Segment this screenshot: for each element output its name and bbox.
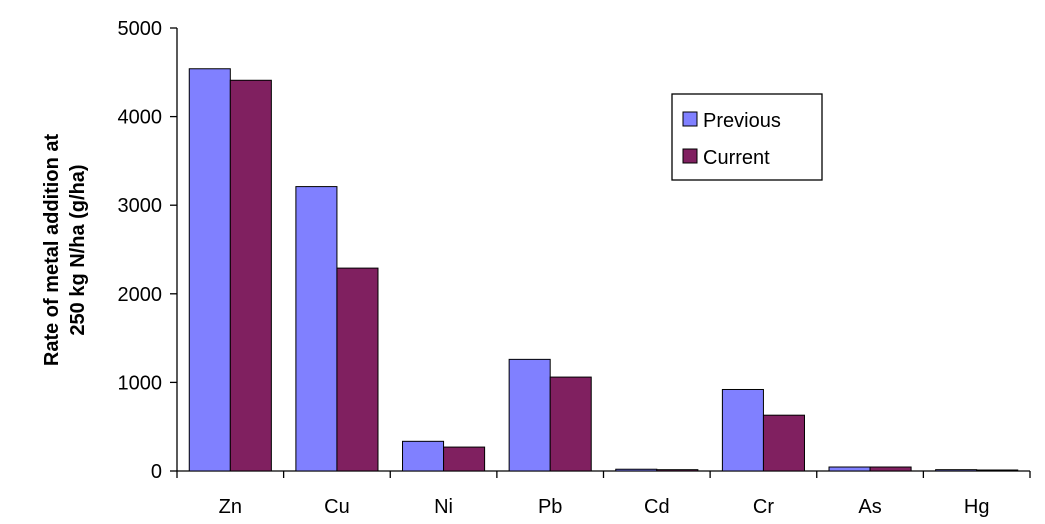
y-tick-label: 2000 — [118, 284, 163, 306]
x-tick-label: Hg — [964, 496, 990, 518]
bar-previous-hg — [936, 470, 977, 471]
y-axis-title: Rate of metal addition at 250 kg N/ha (g/… — [41, 134, 89, 367]
y-axis-title-text: Rate of metal addition at 250 kg N/ha (g/… — [41, 134, 89, 367]
bar-current-ni — [444, 447, 485, 471]
bar-current-hg — [977, 470, 1018, 471]
bar-current-cu — [337, 268, 378, 471]
bar-previous-pb — [509, 359, 550, 471]
bar-previous-cu — [296, 187, 337, 471]
bar-previous-zn — [189, 69, 230, 471]
x-tick-label: Zn — [219, 496, 242, 518]
y-tick-label: 4000 — [118, 107, 163, 129]
y-tick-label: 5000 — [118, 18, 163, 40]
y-tick-label: 0 — [151, 461, 162, 483]
bar-previous-as — [829, 467, 870, 471]
legend-swatch-previous — [683, 112, 697, 126]
bar-previous-cr — [722, 389, 763, 471]
bar-previous-cd — [616, 469, 657, 471]
legend: Previous Current — [672, 94, 822, 180]
bar-current-cr — [763, 415, 804, 471]
bar-current-zn — [230, 80, 271, 471]
x-axis: Zn Cu Ni Pb Cd Cr As Hg — [177, 471, 1030, 518]
legend-label-previous: Previous — [703, 110, 781, 132]
x-tick-label: Cr — [753, 496, 774, 518]
x-tick-label: Cu — [324, 496, 350, 518]
bars — [189, 69, 1017, 471]
bar-current-cd — [657, 470, 698, 471]
y-axis-title-line: 250 kg N/ha (g/ha) — [67, 164, 89, 335]
x-tick-label: Ni — [434, 496, 453, 518]
legend-swatch-current — [683, 149, 697, 163]
y-axis: 0 1000 2000 3000 4000 5000 — [118, 18, 178, 483]
y-axis-title-line: Rate of metal addition at — [41, 134, 63, 367]
x-tick-label: Pb — [538, 496, 562, 518]
bar-current-pb — [550, 377, 591, 471]
bar-previous-ni — [403, 441, 444, 471]
legend-label-current: Current — [703, 147, 770, 169]
x-tick-label: As — [858, 496, 881, 518]
bar-current-as — [870, 467, 911, 471]
y-tick-label: 1000 — [118, 372, 163, 394]
y-tick-label: 3000 — [118, 195, 163, 217]
x-tick-label: Cd — [644, 496, 670, 518]
